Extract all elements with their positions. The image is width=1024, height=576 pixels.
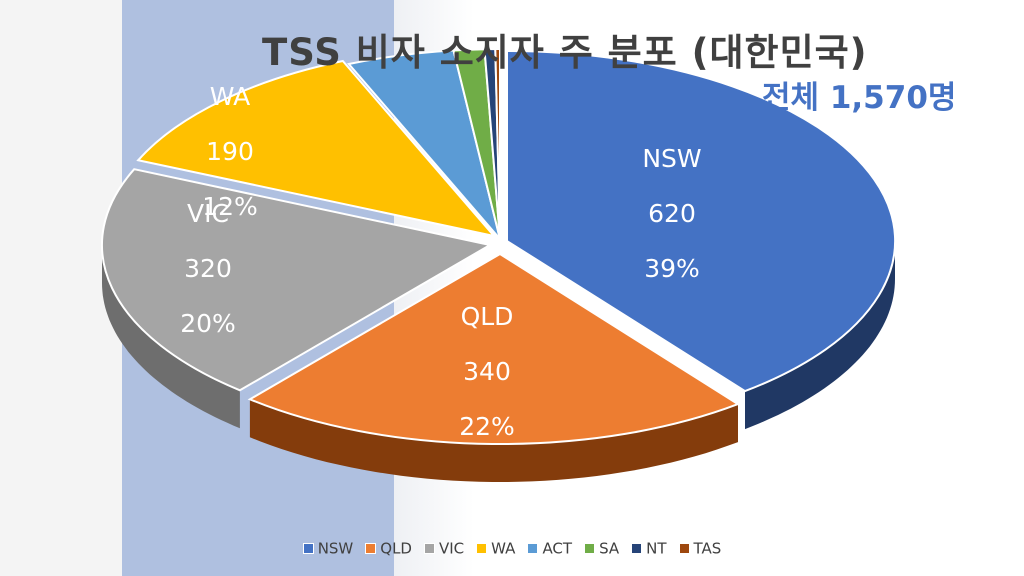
legend-swatch [423, 543, 435, 554]
legend-swatch [584, 543, 596, 554]
slice-side-nsw [745, 241, 895, 430]
legend-label: TAS [693, 539, 722, 558]
data-label-vic-percent: 20% [180, 309, 236, 338]
legend-label: QLD [380, 539, 412, 558]
legend-label: VIC [438, 539, 465, 558]
slice-qld [247, 252, 741, 446]
slice-vic [100, 168, 493, 392]
legend-swatch [678, 543, 690, 554]
data-label-vic-value: 320 [184, 254, 232, 283]
legend-item-act: ACT [527, 539, 572, 558]
slice-side-qld [249, 399, 738, 482]
chart-title: TSS 비자 소지자 주 분포 (대한민국) [262, 31, 868, 74]
data-label-nsw-value: 620 [648, 199, 696, 228]
legend-swatch [302, 543, 314, 554]
data-label-wa-percent: 12% [202, 192, 258, 221]
legend-label: ACT [542, 539, 573, 558]
slice-nsw [506, 49, 897, 393]
legend-label: NSW [317, 539, 354, 558]
data-label-nsw-percent: 39% [644, 254, 700, 283]
legend-item-sa: SA [584, 539, 619, 558]
data-label-qld-value: 340 [463, 357, 511, 386]
legend-item-qld: QLD [365, 539, 412, 558]
legend-swatch [631, 543, 643, 554]
legend-item-nsw: NSW [302, 539, 354, 558]
legend-item-vic: VIC [423, 539, 465, 558]
legend-label: SA [599, 539, 620, 558]
background-left [0, 0, 122, 576]
legend-swatch [527, 543, 539, 554]
data-label-nsw-name: NSW [642, 144, 701, 173]
legend-item-wa: WA [476, 539, 515, 558]
data-label-qld-name: QLD [461, 302, 514, 331]
legend-label: WA [491, 539, 516, 558]
legend-swatch [476, 543, 488, 554]
data-label-wa-value: 190 [206, 137, 254, 166]
legend-label: NT [646, 539, 667, 558]
data-label-wa-name: WA [210, 82, 250, 111]
total-label: 전체 1,570명 [762, 80, 957, 116]
slice-side-vic [102, 245, 240, 429]
data-label-qld-percent: 22% [459, 412, 515, 441]
slice-tas [494, 47, 501, 240]
legend-item-tas: TAS [678, 539, 722, 558]
legend-item-nt: NT [631, 539, 667, 558]
legend: NSW QLD VIC WA ACT SA NT TAS [0, 539, 1024, 558]
slice-wa [136, 59, 497, 238]
data-label-vic-name: VIC [187, 199, 229, 228]
legend-swatch [365, 543, 377, 554]
